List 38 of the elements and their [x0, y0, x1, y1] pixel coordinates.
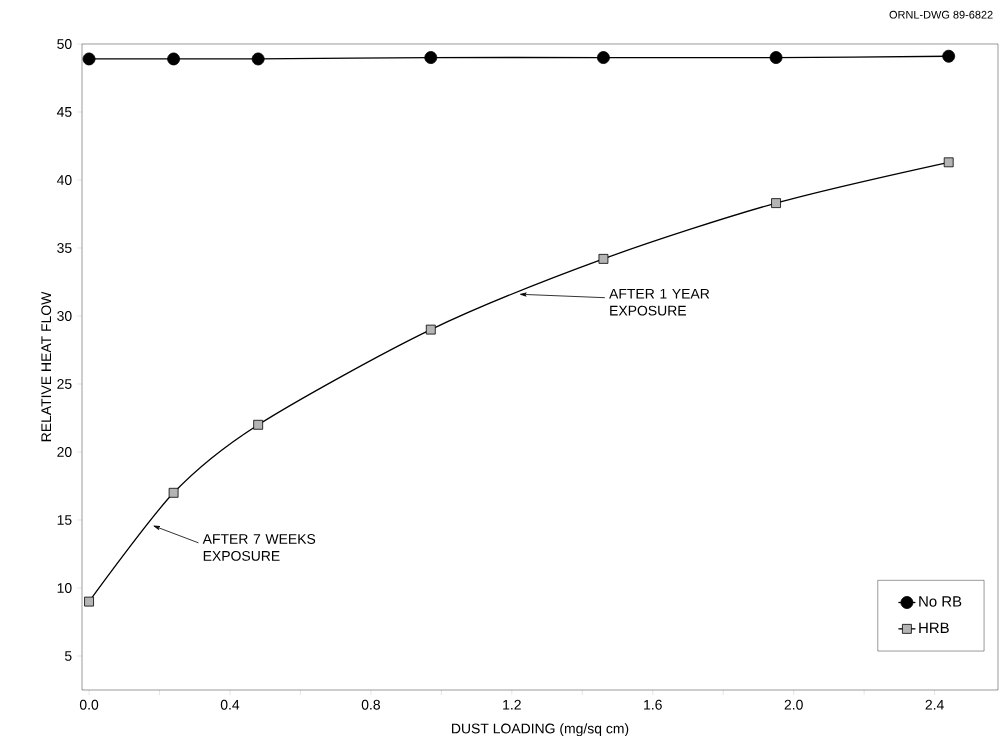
x-tick-label: 0.8 [361, 699, 380, 710]
legend-label: No RB [919, 596, 962, 607]
point [769, 51, 783, 64]
point [424, 51, 438, 64]
point [425, 324, 436, 335]
x-tick-label: 0.0 [79, 699, 99, 710]
y-tick-label: 50 [57, 39, 72, 49]
annotation: AFTER 1 YEAR EXPOSURE [609, 288, 710, 316]
point [251, 52, 265, 66]
point [597, 51, 610, 64]
point [942, 49, 956, 63]
point [167, 52, 180, 66]
y-tick-label: 20 [57, 447, 72, 457]
x-axis-title: DUST LOADING (mg/sq cm) [452, 723, 629, 736]
point [771, 198, 781, 209]
y-tick-label: 40 [56, 175, 72, 185]
y-tick-label: 35 [57, 243, 72, 253]
x-tick-label: 2.0 [784, 699, 803, 710]
text: ORNL-DWG 89-6822 [889, 10, 993, 19]
annotation: AFTER 7 WEEKS EXPOSURE [202, 534, 316, 561]
y-axis-title: RELATIVE HEAT FLOW [41, 291, 52, 442]
legend-label: HRB [919, 622, 949, 633]
x-tick-label: 1.2 [503, 699, 521, 710]
y-tick-label: 45 [56, 107, 72, 117]
point [84, 596, 94, 607]
y-tick-label: 30 [57, 311, 72, 321]
point [253, 419, 264, 430]
x-tick-label: 2.4 [925, 699, 944, 710]
point [598, 253, 609, 264]
y-tick-label: 10 [57, 583, 72, 593]
point [82, 52, 96, 66]
y-tick-label: 15 [57, 515, 72, 525]
y-tick-label: 25 [57, 379, 72, 389]
y-tick-label: 5 [64, 651, 72, 661]
x-tick-label: 1.6 [644, 699, 662, 710]
point [168, 487, 179, 498]
x-tick-label: 0.4 [220, 699, 240, 710]
point [943, 157, 954, 168]
